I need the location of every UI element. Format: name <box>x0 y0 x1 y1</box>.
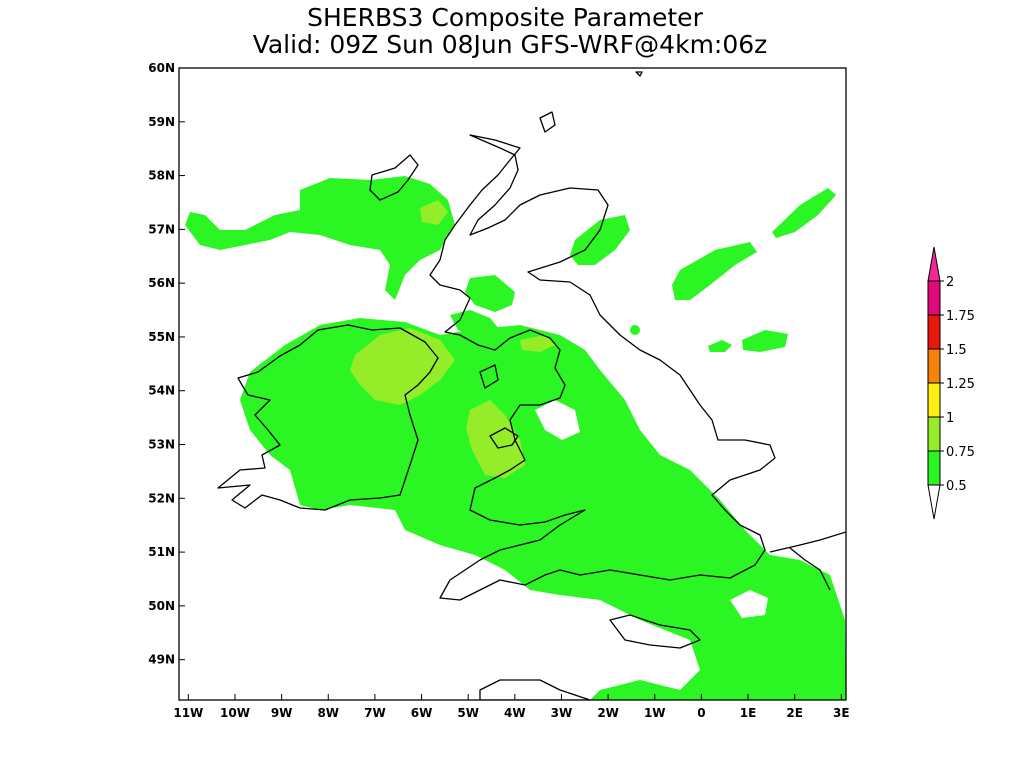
x-tick-label: 10W <box>220 706 250 720</box>
x-tick-label: 4W <box>504 706 526 720</box>
y-tick-label: 56N <box>148 276 175 290</box>
legend-label: 0.75 <box>946 445 975 460</box>
x-tick-label: 11W <box>173 706 203 720</box>
x-tick-label: 0 <box>697 706 705 720</box>
legend-overflow-arrow <box>927 246 941 282</box>
y-tick-label: 57N <box>148 222 175 236</box>
y-tick-label: 54N <box>148 384 175 398</box>
y-tick-label: 51N <box>148 545 175 559</box>
legend-label: 1.25 <box>946 377 975 392</box>
x-tick-label: 7W <box>364 706 386 720</box>
legend-label: 2 <box>946 275 954 290</box>
chart-subtitle: Valid: 09Z Sun 08Jun GFS-WRF@4km:06z <box>253 30 768 59</box>
legend-swatch <box>927 314 941 350</box>
y-tick-label: 60N <box>148 61 175 75</box>
x-tick-label: 2W <box>597 706 619 720</box>
legend-swatch <box>927 416 941 452</box>
x-tick-label: 8W <box>317 706 339 720</box>
y-tick-label: 52N <box>148 491 175 505</box>
x-tick-label: 5W <box>457 706 479 720</box>
x-tick-label: 3W <box>551 706 573 720</box>
legend-swatch <box>927 348 941 384</box>
y-tick-label: 50N <box>148 599 175 613</box>
y-tick-label: 59N <box>148 115 175 129</box>
field-gaps <box>535 400 768 618</box>
legend-swatch <box>927 382 941 418</box>
y-tick-label: 53N <box>148 438 175 452</box>
chart-title: SHERBS3 Composite Parameter <box>307 3 703 32</box>
x-tick-label: 6W <box>411 706 433 720</box>
x-tick-label: 3E <box>833 706 850 720</box>
legend-label: 0.5 <box>946 479 967 494</box>
legend-label: 1 <box>946 411 954 426</box>
axis-ticks: 11W 10W 9W 8W 7W 6W 5W 4W 3W 2W 1W 0 1E 2E 3E 49N 50N 51N… <box>148 61 849 720</box>
x-tick-label: 1W <box>644 706 666 720</box>
legend-label: 1.5 <box>946 343 967 358</box>
plot-frame <box>178 67 847 701</box>
legend-underflow-arrow <box>927 484 941 520</box>
y-tick-label: 58N <box>148 169 175 183</box>
y-tick-label: 55N <box>148 330 175 344</box>
map-plot-area: 11W 10W 9W 8W 7W 6W 5W 4W 3W 2W 1W 0 1E 2E 3E 49N 50N 51N… <box>148 61 849 720</box>
y-tick-label: 49N <box>148 653 175 667</box>
legend-swatch <box>927 280 941 316</box>
x-tick-label: 2E <box>786 706 803 720</box>
field-level-0-5 <box>185 176 846 700</box>
x-tick-label: 9W <box>271 706 293 720</box>
legend-label: 1.75 <box>946 309 975 324</box>
legend-swatch <box>927 450 941 486</box>
coastlines <box>217 71 846 700</box>
x-tick-label: 1E <box>740 706 757 720</box>
color-legend: 0.5 0.75 1 1.25 1.5 1.75 2 <box>927 246 975 520</box>
